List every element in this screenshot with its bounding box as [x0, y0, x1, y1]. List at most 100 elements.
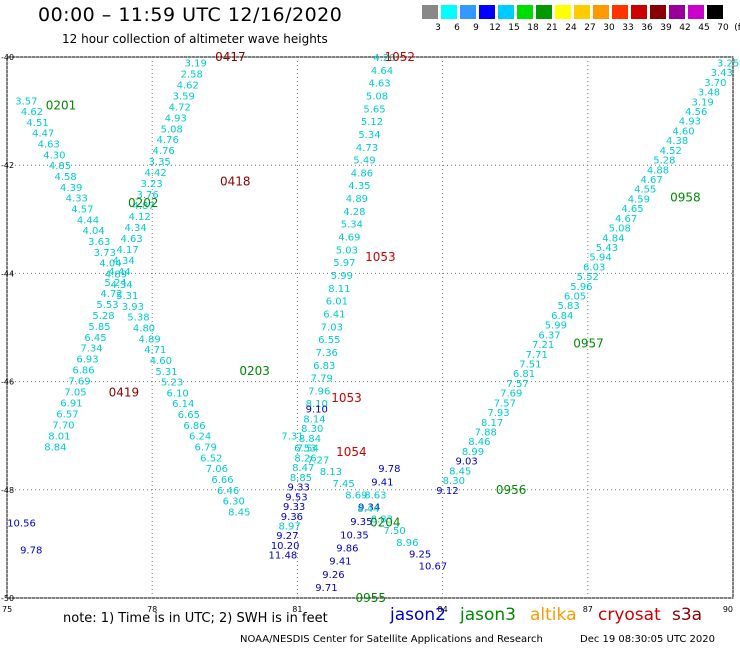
wave-height-value: 5.03: [336, 245, 358, 256]
wave-height-value: 6.81: [513, 369, 535, 380]
wave-height-value: 8.26: [294, 453, 316, 464]
wave-height-value: 4.34: [110, 280, 132, 291]
wave-height-value: 9.34: [358, 503, 380, 514]
wave-height-value: 6.53: [294, 444, 316, 455]
wave-height-value: 6.83: [313, 361, 335, 372]
legend-swatch: [479, 5, 495, 19]
wave-height-value: 8.46: [468, 437, 490, 448]
wave-height-value: 4.76: [157, 135, 179, 146]
wave-height-value: 4.04: [82, 226, 104, 237]
legend-label: 42: [679, 23, 691, 33]
wave-height-value: 5.99: [331, 271, 353, 282]
wave-height-value: 3.93: [122, 302, 144, 313]
pass-time-label: 0204: [370, 515, 401, 529]
wave-height-value: 5.08: [366, 91, 388, 102]
y-tick-label: -50: [1, 594, 14, 603]
wave-height-value: 5.83: [558, 301, 580, 312]
wave-height-value: 7.31: [281, 432, 303, 443]
wave-height-value: 7.45: [332, 479, 354, 490]
wave-height-value: 9.26: [322, 570, 344, 581]
wave-height-value: 6.79: [195, 443, 217, 454]
wave-height-value: 8.11: [328, 284, 350, 295]
wave-height-value: 7.69: [500, 389, 522, 400]
wave-height-value: 6.10: [167, 388, 189, 399]
wave-height-value: 4.76: [153, 146, 175, 157]
pass-time-label: 0418: [220, 174, 251, 188]
satellite-label-jason3: jason3: [460, 605, 516, 625]
legend-swatch: [593, 5, 609, 19]
wave-height-value: 3.76: [137, 190, 159, 201]
wave-height-value: 9.78: [378, 464, 400, 475]
wave-height-value: 8.01: [48, 432, 70, 443]
wave-height-value: 9.10: [306, 405, 328, 416]
wave-height-value: 5.49: [353, 156, 375, 167]
wave-height-value: 4.51: [26, 118, 48, 129]
wave-height-value: 9.71: [315, 583, 337, 594]
legend-swatch: [574, 5, 590, 19]
legend-unit: (ft): [734, 23, 740, 33]
x-tick-label: 90: [723, 605, 733, 614]
wave-height-value: 7.70: [52, 421, 74, 432]
wave-height-value: 4.63: [38, 140, 60, 151]
legend-label: 36: [641, 23, 653, 33]
page-subtitle: 12 hour collection of altimeter wave hei…: [62, 32, 328, 46]
pass-time-label: 1052: [385, 50, 416, 64]
satellite-label-altika: altika: [530, 605, 577, 625]
wave-height-value: 6.57: [56, 410, 78, 421]
wave-height-value: 4.84: [602, 233, 624, 244]
wave-height-value: 4.63: [368, 79, 390, 90]
wave-height-value: 7.69: [68, 377, 90, 388]
wave-height-value: 6.01: [326, 297, 348, 308]
wave-height-value: 3.57: [15, 96, 37, 107]
y-tick-label: -40: [1, 53, 14, 62]
wave-height-value: 6.05: [564, 292, 586, 303]
legend-swatch: [650, 5, 666, 19]
legend-label: 70: [717, 23, 729, 33]
pass-time-label: 0957: [573, 337, 604, 351]
wave-height-value: 4.59: [628, 194, 650, 205]
wave-height-value: 8.83: [371, 514, 393, 525]
wave-height-value: 3.19: [692, 97, 714, 108]
pass-time-label: 0417: [215, 50, 246, 64]
wave-height-value: 4.42: [145, 168, 167, 179]
wave-height-value: 4.73: [356, 143, 378, 154]
wave-height-value: 4.17: [116, 245, 138, 256]
legend-swatch: [555, 5, 571, 19]
wave-height-value: 10.20: [271, 541, 300, 552]
wave-height-value: 5.65: [363, 104, 385, 115]
wave-height-value: 5.99: [545, 321, 567, 332]
wave-height-value: 9.27: [276, 531, 298, 542]
wave-height-value: 5.43: [596, 243, 618, 254]
wave-height-value: 4.85: [49, 161, 71, 172]
pass-time-label: 1054: [336, 445, 367, 459]
wave-height-value: 2.58: [181, 69, 203, 80]
wave-height-value: 6.46: [217, 486, 239, 497]
wave-height-value: 6.91: [60, 399, 82, 410]
wave-height-value: 4.44: [108, 267, 130, 278]
wave-height-value: 7.36: [316, 348, 338, 359]
pass-time-label: 0203: [239, 364, 270, 378]
plot-frame: [6, 56, 734, 599]
wave-height-value: 5.28: [92, 311, 114, 322]
legend-swatch: [631, 5, 647, 19]
wave-height-value: 6.14: [172, 399, 194, 410]
legend-label: 30: [603, 23, 615, 33]
wave-height-value: 4.87: [132, 201, 154, 212]
wave-height-value: 5.52: [577, 272, 599, 283]
wave-height-value: 4.28: [343, 207, 365, 218]
wave-height-value: 6.84: [551, 311, 573, 322]
wave-height-value: 4.65: [621, 204, 643, 215]
legend-label: 27: [584, 23, 596, 33]
wave-height-value: 8.45: [228, 507, 250, 518]
x-tick-label: 75: [2, 605, 12, 614]
wave-height-value: 4.88: [647, 165, 669, 176]
wave-height-value: 5.94: [589, 253, 611, 264]
wave-height-value: 4.63: [120, 234, 142, 245]
wave-height-value: 9.53: [285, 492, 307, 503]
wave-height-value: 7.50: [384, 526, 406, 537]
wave-height-value: 4.93: [165, 113, 187, 124]
wave-height-value: 9.35: [350, 517, 372, 528]
wave-height-value: 5.23: [161, 378, 183, 389]
wave-height-value: 5.34: [341, 220, 363, 231]
wave-height-value: 9.25: [409, 550, 431, 561]
